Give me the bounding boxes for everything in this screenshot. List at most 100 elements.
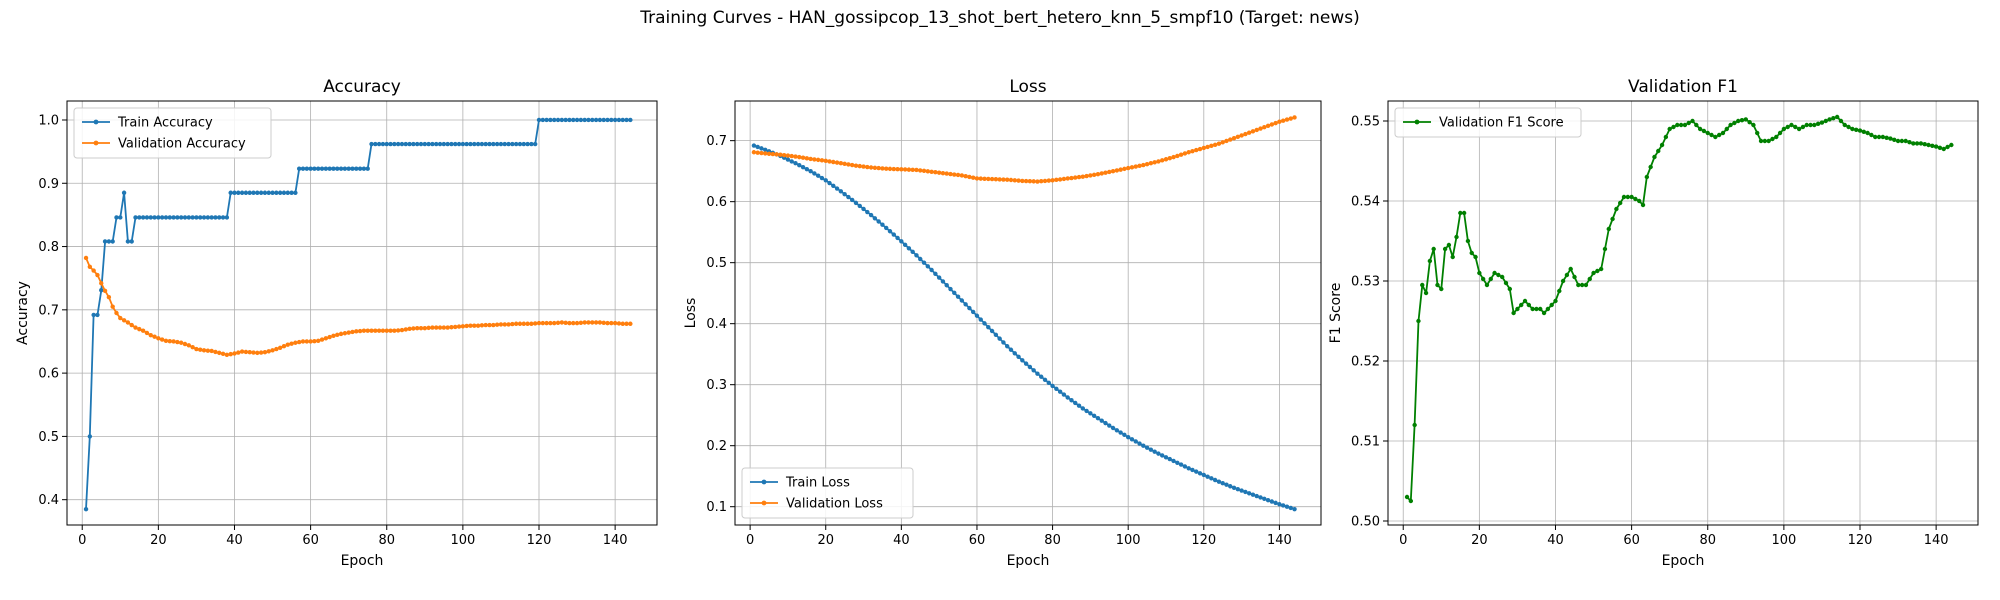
data-point (1016, 178, 1021, 183)
data-point (1243, 131, 1248, 137)
data-point (620, 117, 625, 123)
data-point (797, 154, 802, 160)
data-point (1713, 134, 1718, 140)
data-point (1182, 464, 1188, 469)
data-point (1941, 146, 1946, 152)
data-point (95, 312, 100, 318)
data-point (1167, 456, 1172, 462)
data-point (1095, 172, 1101, 177)
data-point (411, 326, 416, 331)
data-point (1598, 266, 1604, 272)
data-point (327, 166, 332, 171)
data-point (563, 320, 568, 326)
data-point (1186, 466, 1191, 471)
y-tick-label: 0.8 (38, 240, 59, 255)
data-point (1046, 380, 1051, 386)
data-point (1892, 137, 1897, 142)
data-point (498, 141, 504, 147)
data-point (243, 190, 249, 195)
data-point (369, 328, 374, 333)
data-point (1652, 154, 1657, 160)
data-point (194, 346, 199, 352)
data-point (1697, 126, 1703, 132)
data-point (601, 320, 606, 326)
data-point (1435, 282, 1440, 288)
data-point (1005, 344, 1010, 349)
data-point (1054, 177, 1059, 183)
data-point (1042, 377, 1048, 383)
data-point (1054, 386, 1059, 392)
data-point (552, 320, 557, 326)
data-point (597, 117, 603, 123)
data-point (1209, 476, 1214, 481)
y-tick-label: 0.50 (1351, 515, 1380, 530)
data-point (827, 180, 832, 186)
data-point (1751, 122, 1756, 128)
data-point (1796, 126, 1802, 132)
data-point (1027, 364, 1033, 370)
data-point (1918, 141, 1924, 146)
data-point (1648, 164, 1653, 170)
data-point (506, 322, 511, 327)
data-point (1617, 200, 1623, 206)
data-point (83, 506, 89, 512)
loss-panel: 0 20 40 60 80 100 120 140 0.1 0.2 0.3 0.4 0.5 0.6 0.7 L… (683, 77, 1322, 569)
data-point (1122, 432, 1127, 438)
data-point (955, 172, 961, 178)
data-point (936, 170, 942, 175)
data-point (842, 161, 847, 167)
data-point (1880, 134, 1886, 140)
data-point (304, 166, 310, 171)
data-point (1160, 453, 1165, 458)
data-point (1671, 124, 1676, 130)
data-point (483, 141, 488, 147)
data-point (1914, 141, 1920, 146)
y-tick-label: 0.7 (706, 134, 727, 149)
data-point (970, 175, 976, 180)
data-point (1171, 458, 1176, 464)
data-point (525, 141, 530, 147)
data-point (834, 160, 840, 165)
panel-title: Validation F1 (1628, 77, 1738, 97)
data-point (487, 322, 492, 328)
data-point (247, 350, 252, 355)
y-tick-label: 0.1 (706, 500, 727, 515)
data-point (586, 320, 591, 325)
data-point (1408, 498, 1414, 504)
data-point (494, 141, 500, 147)
data-point (1133, 164, 1138, 169)
data-point (190, 344, 195, 350)
data-point (571, 117, 576, 123)
data-point (1785, 124, 1790, 130)
data-point (87, 264, 93, 270)
y-tick-label: 0.4 (706, 317, 727, 332)
data-point (887, 229, 893, 234)
data-point (978, 317, 983, 322)
data-point (1110, 168, 1116, 174)
data-point (1587, 276, 1592, 282)
data-point (850, 162, 855, 168)
x-tick-label: 40 (226, 533, 243, 548)
data-point (891, 232, 896, 237)
data-point (1277, 119, 1282, 124)
data-point (262, 190, 268, 195)
data-point (831, 159, 836, 165)
data-point (148, 215, 153, 220)
data-point (338, 331, 344, 337)
data-point (357, 328, 363, 334)
data-point (296, 339, 302, 345)
data-point (1922, 142, 1927, 147)
data-point (989, 328, 995, 334)
data-point (1190, 148, 1195, 154)
data-point (1175, 153, 1180, 159)
data-point (502, 141, 507, 147)
data-point (1012, 178, 1017, 183)
data-point (472, 141, 477, 147)
data-point (895, 166, 900, 172)
data-point (1519, 302, 1524, 308)
data-point (1099, 418, 1104, 423)
data-point (1182, 151, 1188, 156)
data-point (1488, 276, 1493, 282)
data-point (114, 310, 119, 316)
